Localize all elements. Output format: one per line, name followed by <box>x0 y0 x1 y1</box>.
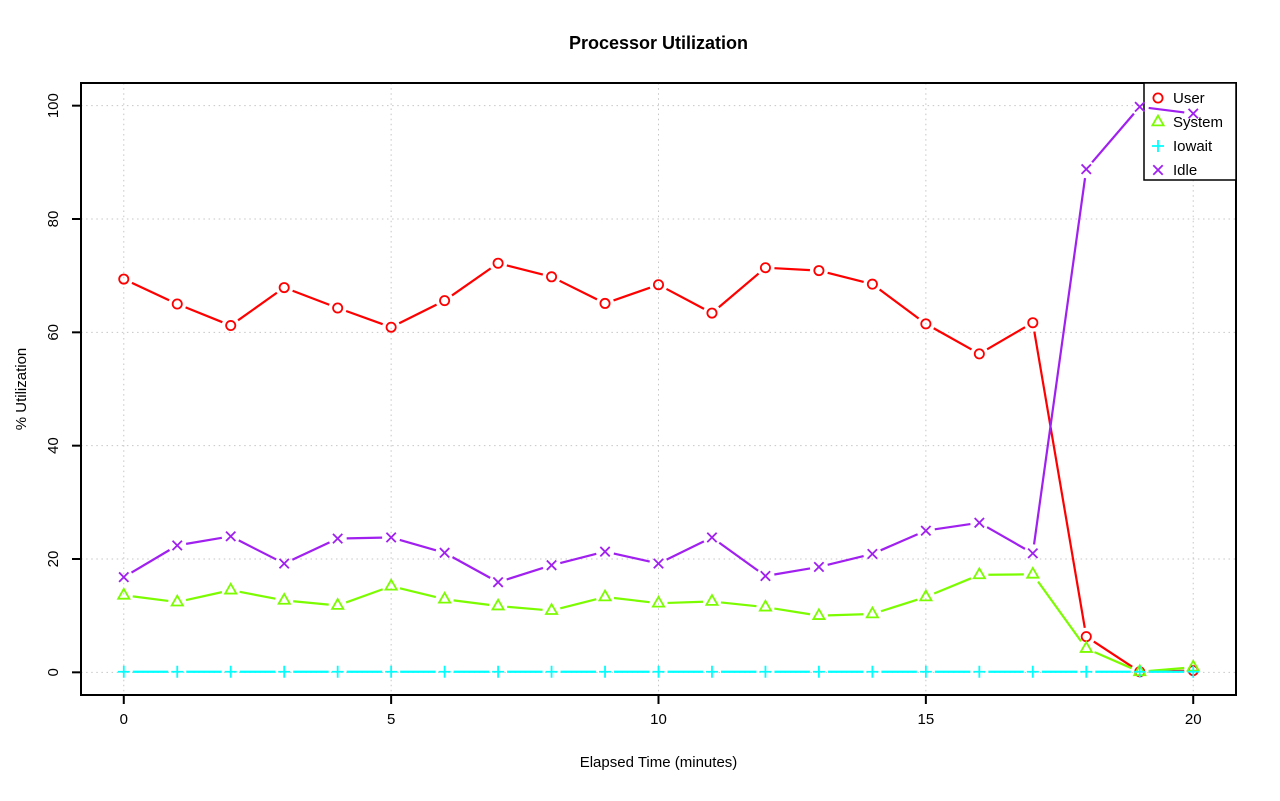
series-segment <box>506 605 543 611</box>
legend-label: Idle <box>1173 162 1197 179</box>
series-segment <box>1094 651 1132 670</box>
series-segment <box>827 554 864 566</box>
x-tick-label: 20 <box>1185 711 1202 728</box>
x-tick-label: 10 <box>650 711 667 728</box>
y-tick-label: 40 <box>45 437 62 454</box>
legend-label: System <box>1173 114 1223 131</box>
series-segment <box>291 541 330 561</box>
series-segment <box>132 595 169 603</box>
series-segment <box>1093 640 1133 668</box>
series-segment <box>880 598 918 613</box>
series-segment <box>131 281 170 302</box>
y-tick-label: 100 <box>45 93 62 118</box>
plot-border <box>80 82 1237 696</box>
series-segment <box>986 526 1026 550</box>
series-segment <box>293 600 329 606</box>
chart-title: Processor Utilization <box>568 33 749 53</box>
series-segment <box>665 287 705 310</box>
series-segment <box>560 552 597 565</box>
series-segment <box>560 598 597 610</box>
series-segment <box>451 267 492 297</box>
series-segment <box>239 590 276 600</box>
legend-label: Iowait <box>1173 138 1213 155</box>
series-segment <box>238 539 277 561</box>
series-segment <box>718 272 760 309</box>
series-segment <box>185 536 223 545</box>
x-tick-label: 5 <box>387 711 395 728</box>
series-segment <box>345 588 384 604</box>
series-segment <box>613 552 650 563</box>
series-segment <box>1148 106 1185 114</box>
series-segment <box>774 267 810 272</box>
tick-labels: 0 5 10 15 20 0 20 40 60 80 100 <box>45 93 1202 728</box>
series-idle <box>118 101 1199 588</box>
series-segment <box>237 291 278 322</box>
series-segment <box>880 533 919 552</box>
series-segment <box>934 522 971 531</box>
series-system <box>116 566 1201 677</box>
series-segment <box>1032 177 1087 545</box>
x-tick-label: 0 <box>120 711 128 728</box>
series-segment <box>451 556 491 579</box>
series-segment <box>666 540 705 561</box>
series-segment <box>506 264 544 276</box>
series-segment <box>878 288 920 320</box>
y-tick-label: 80 <box>45 211 62 228</box>
series-segment <box>399 538 437 552</box>
series-segment <box>667 600 704 605</box>
y-axis-label: % Utilization <box>13 347 30 431</box>
series-segment <box>185 306 223 324</box>
series-segment <box>827 613 864 617</box>
series-segment <box>559 279 598 301</box>
series-segment <box>1148 666 1185 673</box>
y-tick-label: 60 <box>45 324 62 341</box>
series-segment <box>986 326 1026 351</box>
series-segment <box>292 289 330 306</box>
legend-label: User <box>1173 90 1205 107</box>
axes <box>72 104 1195 704</box>
y-tick-label: 20 <box>45 551 62 568</box>
grid <box>81 83 1236 695</box>
series-segment <box>933 327 973 351</box>
series-segment <box>398 303 438 325</box>
series-segment <box>774 607 811 616</box>
series-iowait <box>117 665 1200 678</box>
series-segment <box>130 549 171 574</box>
legend: User System Iowait Idle <box>1150 90 1223 179</box>
series-segment <box>827 271 864 284</box>
series-segment <box>774 567 811 576</box>
series-segment <box>933 577 972 595</box>
x-axis-label: Elapsed Time (minutes) <box>579 754 738 771</box>
series-user <box>118 257 1199 678</box>
series-segment <box>718 541 759 572</box>
x-tick-label: 15 <box>918 711 935 728</box>
series-segment <box>613 596 650 604</box>
series-segment <box>720 601 757 608</box>
series-segment <box>345 309 384 326</box>
series-segment <box>1037 580 1082 642</box>
series-segment <box>613 286 651 302</box>
series-segment <box>185 591 223 602</box>
y-tick-label: 0 <box>45 668 62 676</box>
series-segment <box>399 587 437 599</box>
series-segment <box>1091 112 1135 164</box>
series-segment <box>1033 331 1086 628</box>
series-segment <box>506 566 544 581</box>
legend-box <box>1143 82 1237 181</box>
series-segment <box>346 536 383 540</box>
series-segment <box>453 599 490 606</box>
